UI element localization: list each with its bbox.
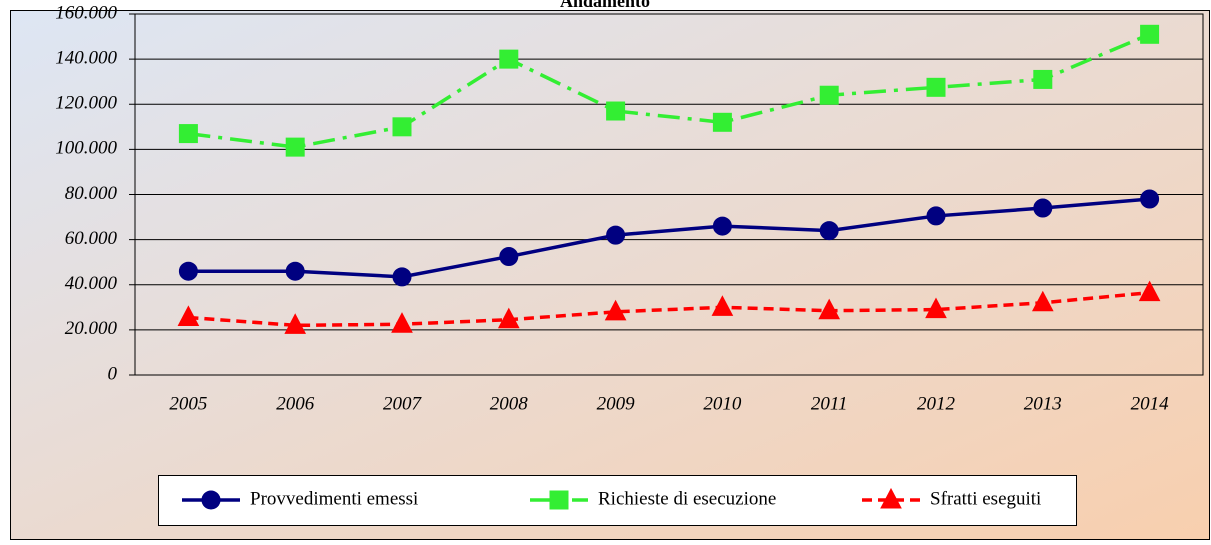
series-line xyxy=(188,197,1150,279)
y-tick-label: 0 xyxy=(108,363,118,384)
marker xyxy=(926,206,946,226)
y-tick-label: 40.000 xyxy=(65,273,118,294)
legend-marker xyxy=(201,490,221,510)
marker xyxy=(392,267,412,287)
marker xyxy=(711,295,734,316)
chart-title: Andamento xyxy=(560,0,650,11)
y-tick-label: 120.000 xyxy=(55,93,117,114)
x-tick-label: 2006 xyxy=(276,393,315,414)
legend-label: Richieste di esecuzione xyxy=(598,488,776,509)
x-tick-label: 2008 xyxy=(490,393,529,414)
marker xyxy=(1033,69,1053,89)
marker xyxy=(178,261,198,281)
marker xyxy=(925,297,947,319)
marker xyxy=(926,77,946,97)
marker xyxy=(1031,290,1054,312)
x-tick-label: 2005 xyxy=(169,393,207,414)
marker xyxy=(1138,280,1161,302)
chart-frame xyxy=(10,10,1210,540)
y-tick-label: 140.000 xyxy=(55,47,117,68)
y-tick-label: 160.000 xyxy=(55,2,117,23)
x-tick-label: 2007 xyxy=(383,393,423,414)
marker xyxy=(606,101,626,121)
marker xyxy=(178,124,198,144)
marker xyxy=(284,313,307,334)
marker xyxy=(712,216,732,236)
legend-label: Provvedimenti emessi xyxy=(250,488,418,509)
x-tick-label: 2009 xyxy=(597,393,636,414)
marker xyxy=(1033,198,1053,218)
marker xyxy=(1140,24,1160,44)
x-tick-label: 2014 xyxy=(1131,393,1170,414)
legend-marker xyxy=(880,487,902,509)
plot-frame xyxy=(134,13,1204,376)
y-tick-label: 100.000 xyxy=(55,138,117,159)
y-tick-label: 20.000 xyxy=(65,318,118,339)
x-tick-label: 2011 xyxy=(811,393,848,414)
legend-marker xyxy=(549,490,569,510)
marker xyxy=(1140,189,1160,209)
marker xyxy=(499,247,519,267)
legend-label: Sfratti eseguiti xyxy=(930,488,1041,509)
marker xyxy=(499,49,519,69)
marker xyxy=(819,221,839,241)
marker xyxy=(285,137,305,157)
legend-box xyxy=(158,475,1077,526)
marker xyxy=(177,305,200,326)
y-tick-label: 80.000 xyxy=(65,183,118,204)
marker xyxy=(392,117,412,137)
x-tick-label: 2012 xyxy=(917,393,956,414)
marker xyxy=(285,261,305,281)
series-line xyxy=(188,32,1151,149)
marker xyxy=(391,312,413,333)
series-line xyxy=(188,290,1150,328)
x-tick-label: 2010 xyxy=(703,393,742,414)
marker xyxy=(606,225,626,245)
marker xyxy=(497,307,520,329)
marker xyxy=(712,112,732,132)
marker xyxy=(818,298,841,320)
y-tick-label: 60.000 xyxy=(65,228,118,249)
marker xyxy=(604,299,627,321)
x-tick-label: 2013 xyxy=(1024,393,1062,414)
marker xyxy=(819,85,839,105)
